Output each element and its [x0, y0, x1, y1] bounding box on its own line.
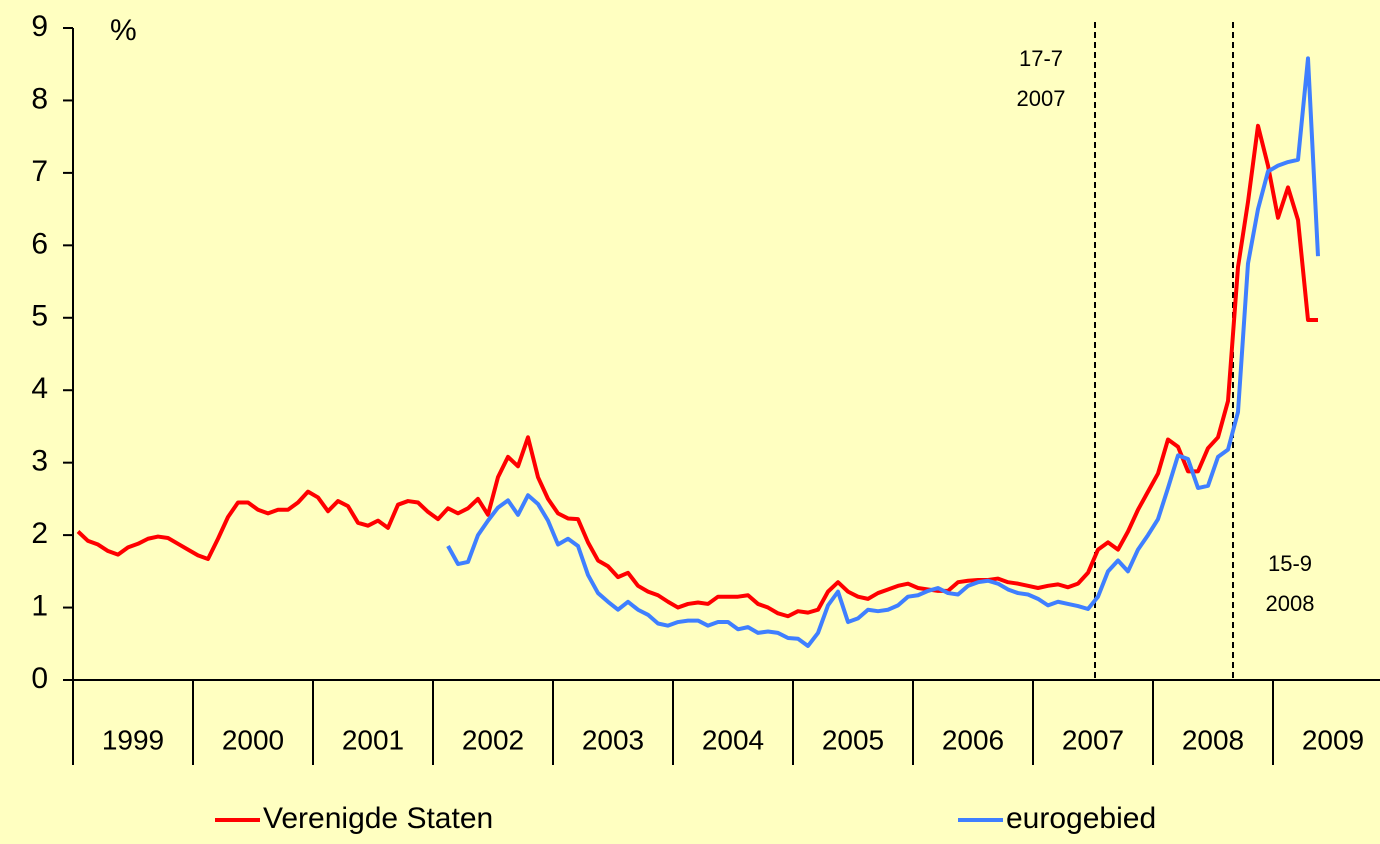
y-tick-label: 0	[31, 662, 48, 695]
event-label: 2007	[1017, 86, 1066, 111]
y-axis-label: %	[110, 14, 137, 47]
series-line	[446, 56, 1320, 648]
x-tick-label: 2001	[342, 724, 404, 755]
legend-label: eurogebied	[1006, 802, 1156, 835]
x-tick-label: 2005	[822, 724, 884, 755]
legend-label: Verenigde Staten	[263, 802, 493, 835]
x-tick-label: 1999	[102, 724, 164, 755]
y-tick-label: 7	[31, 155, 48, 188]
x-tick-label: 2007	[1062, 724, 1124, 755]
event-label: 17-7	[1019, 46, 1063, 71]
event-label: 2008	[1266, 591, 1315, 616]
x-tick-label: 2009	[1302, 724, 1364, 755]
x-tick-label: 2002	[462, 724, 524, 755]
x-tick-label: 2006	[942, 724, 1004, 755]
y-tick-label: 6	[31, 227, 48, 260]
x-tick-label: 2004	[702, 724, 764, 755]
x-tick-label: 2008	[1182, 724, 1244, 755]
y-tick-label: 5	[31, 300, 48, 333]
x-tick-label: 2003	[582, 724, 644, 755]
y-tick-label: 2	[31, 517, 48, 550]
y-tick-label: 9	[31, 10, 48, 43]
y-tick-label: 8	[31, 82, 48, 115]
y-tick-label: 3	[31, 445, 48, 478]
y-tick-label: 1	[31, 589, 48, 622]
series-line	[76, 123, 1318, 619]
event-label: 15-9	[1268, 551, 1312, 576]
x-tick-label: 2000	[222, 724, 284, 755]
y-tick-label: 4	[31, 372, 48, 405]
